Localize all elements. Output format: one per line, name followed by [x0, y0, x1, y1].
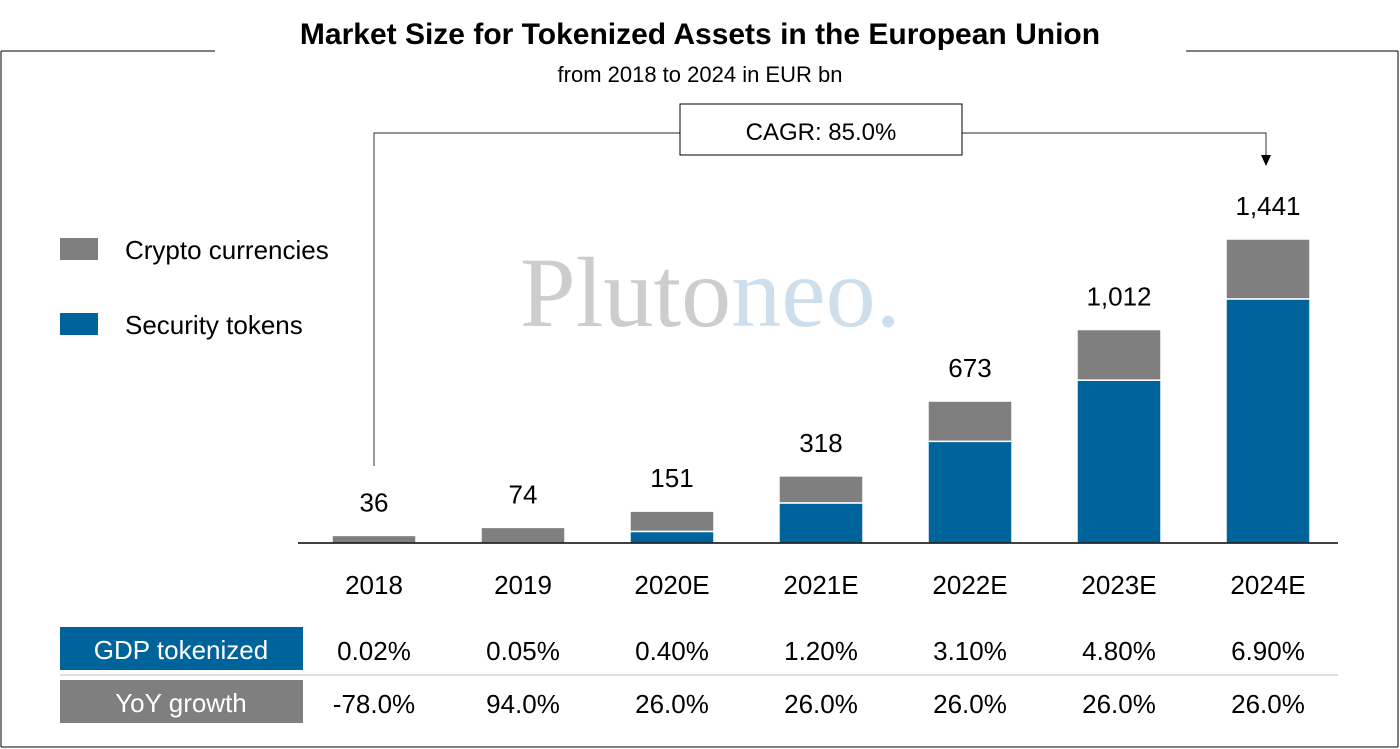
bars-layer [331, 238, 1311, 544]
x-tick-label-2021e: 2021E [783, 570, 858, 600]
legend-label-crypto: Crypto currencies [125, 235, 329, 265]
table-cell-gdp-tokenized-2024e: 6.90% [1231, 636, 1305, 666]
table-row-label-gdp-tokenized: GDP tokenized [94, 635, 268, 665]
watermark-part-1: Pluto [520, 237, 731, 348]
table-row-header-gdp-tokenized [60, 627, 303, 670]
bar-crypto-2022e [927, 400, 1013, 443]
table-cell-gdp-tokenized-2019: 0.05% [486, 636, 560, 666]
x-tick-label-2024e: 2024E [1230, 570, 1305, 600]
table-cell-gdp-tokenized-2021e: 1.20% [784, 636, 858, 666]
bar-security-2023e [1076, 379, 1162, 544]
bar-security-2020e [629, 530, 715, 544]
cagr-bracket [373, 132, 1267, 466]
labels-layer: 36 2018 74 2019 151 2020E 318 2021E 673 2022E 1,01… [345, 191, 1306, 600]
bar-security-2024e [1225, 298, 1311, 544]
cagr-box [679, 103, 963, 156]
bar-crypto-2021e [778, 475, 864, 504]
x-tick-label-2019: 2019 [494, 570, 552, 600]
x-tick-label-2018: 2018 [345, 570, 403, 600]
legend-swatch-crypto [60, 238, 98, 260]
bar-crypto-2023e [1076, 328, 1162, 381]
table-cell-yoy-growth-2023e: 26.0% [1082, 689, 1156, 719]
total-label-2021e: 318 [799, 428, 842, 458]
chart-subtitle: from 2018 to 2024 in EUR bn [558, 62, 843, 87]
table-cell-yoy-growth-2020e: 26.0% [635, 689, 709, 719]
x-tick-label-2020e: 2020E [634, 570, 709, 600]
total-label-2018: 36 [360, 487, 389, 517]
table-row-label-yoy-growth: YoY growth [115, 688, 247, 718]
table-cell-yoy-growth-2019: 94.0% [486, 689, 560, 719]
chart-title: Market Size for Tokenized Assets in the … [300, 18, 1100, 51]
cagr-label: CAGR: 85.0% [746, 119, 897, 146]
legend-swatch-security [60, 313, 98, 335]
bar-crypto-2018 [331, 534, 417, 544]
data-table: GDP tokenized 0.02% 0.05% 0.40% 1.20% 3.10% 4.… [60, 627, 1305, 723]
table-cell-gdp-tokenized-2022e: 3.10% [933, 636, 1007, 666]
bar-security-2021e [778, 502, 864, 544]
x-tick-label-2022e: 2022E [932, 570, 1007, 600]
total-label-2019: 74 [509, 479, 538, 509]
total-label-2023e: 1,012 [1086, 282, 1151, 312]
bar-crypto-2020e [629, 510, 715, 533]
table-cell-yoy-growth-2022e: 26.0% [933, 689, 1007, 719]
x-tick-label-2023e: 2023E [1081, 570, 1156, 600]
bar-crypto-2024e [1225, 238, 1311, 300]
table-cell-yoy-growth-2021e: 26.0% [784, 689, 858, 719]
table-row-header-yoy-growth [60, 680, 303, 723]
total-label-2024e: 1,441 [1235, 191, 1300, 221]
table-cell-gdp-tokenized-2018: 0.02% [337, 636, 411, 666]
watermark-part-3: . [876, 237, 901, 348]
watermark: Plutoneo. [520, 237, 901, 348]
table-cell-yoy-growth-2024e: 26.0% [1231, 689, 1305, 719]
chart-frame [0, 50, 1399, 748]
total-label-2020e: 151 [650, 463, 693, 493]
watermark-part-2: neo [731, 237, 875, 348]
table-cell-yoy-growth-2018: -78.0% [333, 689, 415, 719]
legend: Crypto currencies Security tokens [60, 235, 329, 340]
legend-label-security: Security tokens [125, 310, 303, 340]
table-cell-gdp-tokenized-2020e: 0.40% [635, 636, 709, 666]
total-label-2022e: 673 [948, 353, 991, 383]
cagr-arrow-icon [1261, 155, 1271, 166]
bar-security-2022e [927, 440, 1013, 544]
table-cell-gdp-tokenized-2023e: 4.80% [1082, 636, 1156, 666]
bar-crypto-2019 [480, 526, 566, 544]
